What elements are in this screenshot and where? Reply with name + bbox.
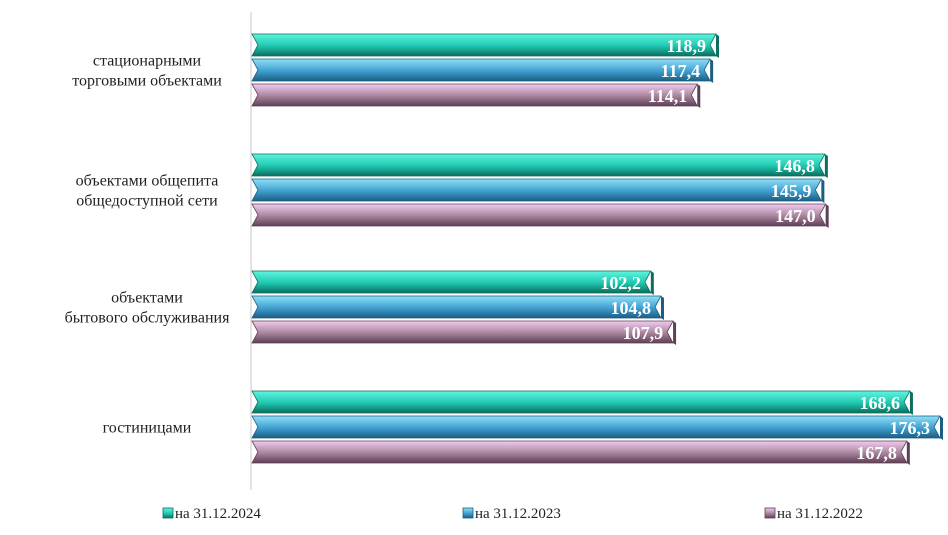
value-label: 167,8 — [856, 443, 897, 463]
bar — [251, 83, 698, 107]
bar-end-cap — [825, 204, 829, 228]
value-label: 117,4 — [661, 61, 701, 81]
bar — [251, 58, 711, 82]
bar-end-cap — [673, 321, 677, 345]
bar — [251, 320, 674, 344]
bar — [251, 270, 652, 294]
value-label: 102,2 — [600, 273, 641, 293]
legend-label: на 31.12.2023 — [475, 506, 561, 522]
category-label: объектами общепита — [76, 173, 219, 190]
value-label: 114,1 — [648, 86, 688, 106]
bar — [251, 178, 823, 202]
bar — [251, 153, 826, 177]
value-label: 147,0 — [775, 206, 816, 226]
legend-swatch — [162, 507, 174, 519]
value-label: 145,9 — [771, 181, 812, 201]
bar — [251, 33, 717, 57]
category-label: гостиницами — [103, 420, 192, 437]
value-label: 168,6 — [859, 393, 900, 413]
bars-group: 118,9 117,4 114,1 146,8 145,9 147,0 102,2 104,8… — [251, 33, 943, 465]
bar-end-cap — [909, 391, 913, 415]
bar — [251, 390, 911, 414]
bar-end-cap — [821, 179, 825, 203]
category-label: бытового обслуживания — [65, 310, 230, 327]
category-labels: стационарными торговыми объектами объектам… — [65, 53, 230, 437]
category-label: стационарными — [93, 53, 202, 70]
legend-swatch — [462, 507, 474, 519]
legend-swatch — [764, 507, 776, 519]
category-label: общедоступной сети — [76, 193, 218, 210]
bar-end-cap — [716, 34, 719, 58]
value-label: 176,3 — [890, 418, 931, 438]
bar — [251, 203, 827, 227]
bar-end-cap — [940, 416, 943, 440]
bar-end-cap — [824, 154, 828, 178]
value-label: 118,9 — [666, 36, 706, 56]
bar-end-cap — [650, 271, 654, 295]
category-label: объектами — [111, 290, 183, 307]
bar-end-cap — [710, 59, 714, 83]
value-label: 107,9 — [623, 323, 664, 343]
legend-label: на 31.12.2024 — [175, 506, 261, 522]
bar-end-cap — [660, 296, 664, 320]
value-label: 146,8 — [774, 156, 815, 176]
legend: на 31.12.2024 на 31.12.2023 на 31.12.2022 — [162, 506, 863, 522]
category-label: торговыми объектами — [72, 73, 222, 90]
legend-label: на 31.12.2022 — [777, 506, 863, 522]
value-label: 104,8 — [610, 298, 651, 318]
bar — [251, 415, 941, 439]
bar — [251, 440, 908, 464]
bar-end-cap — [906, 441, 910, 465]
bar-end-cap — [697, 84, 701, 108]
bar — [251, 295, 662, 319]
